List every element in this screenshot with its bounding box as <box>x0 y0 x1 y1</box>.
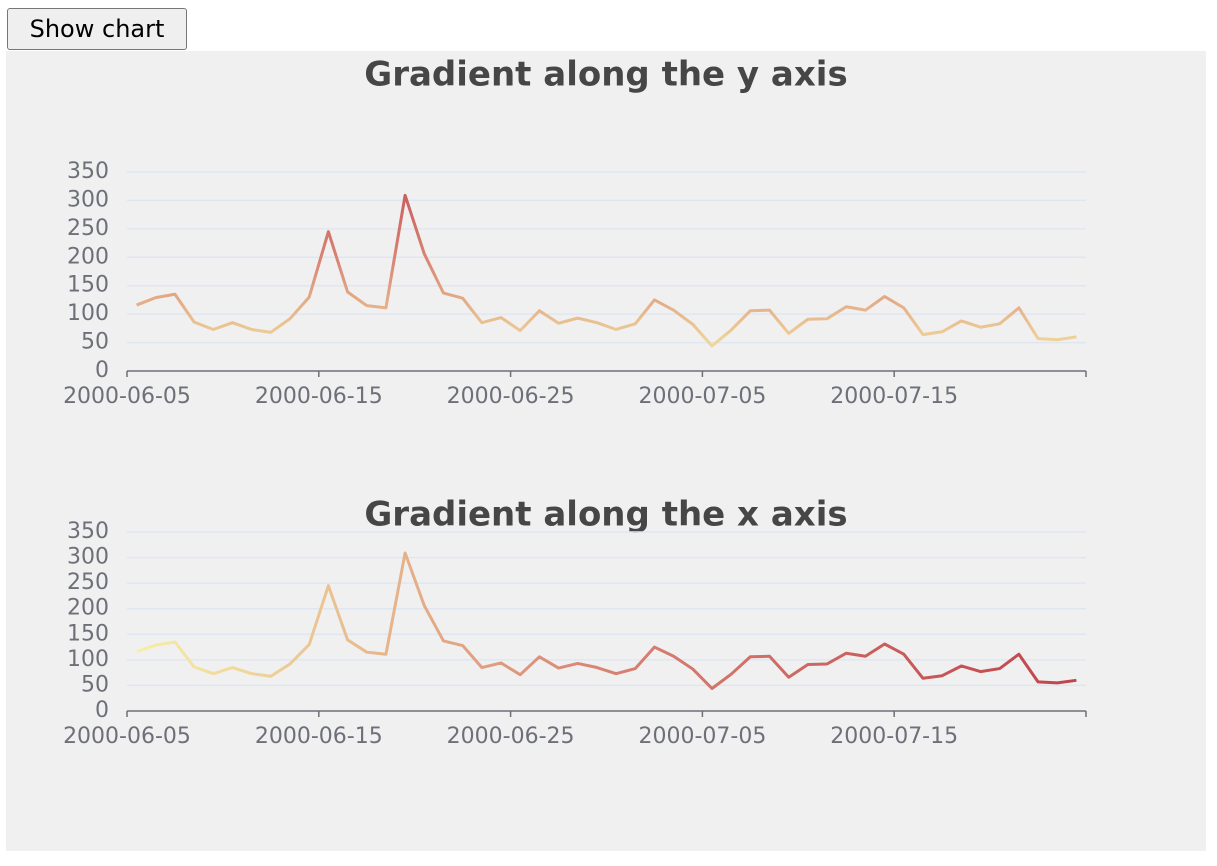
x-tick-label: 2000-06-25 <box>447 724 575 749</box>
y-tick-label: 250 <box>67 570 109 595</box>
data-line <box>136 193 1077 348</box>
chart-title: Gradient along the y axis <box>364 55 847 95</box>
y-tick-label: 50 <box>81 672 109 697</box>
y-tick-label: 350 <box>67 159 109 184</box>
y-tick-label: 150 <box>67 621 109 646</box>
y-tick-label: 0 <box>95 698 109 723</box>
x-tick-label: 2000-06-05 <box>63 384 191 409</box>
y-tick-label: 100 <box>67 647 109 672</box>
y-tick-label: 200 <box>67 244 109 269</box>
chart-title: Gradient along the x axis <box>364 495 847 535</box>
y-tick-label: 0 <box>95 358 109 383</box>
data-line <box>136 551 1077 690</box>
x-tick-label: 2000-06-15 <box>255 384 383 409</box>
y-tick-label: 250 <box>67 216 109 241</box>
chart-panel: Gradient along the y axis 0 50 100 150 200 250… <box>6 51 1206 851</box>
y-tick-label: 100 <box>67 301 109 326</box>
x-tick-label: 2000-07-05 <box>638 384 766 409</box>
x-tick-label: 2000-07-15 <box>830 384 958 409</box>
charts: Gradient along the y axis050100150200250… <box>63 55 1087 749</box>
x-tick-label: 2000-06-05 <box>63 724 191 749</box>
y-tick-label: 300 <box>67 545 109 570</box>
show-chart-button[interactable]: Show chart <box>7 8 187 50</box>
x-tick-label: 2000-07-05 <box>638 724 766 749</box>
y-tick-label: 150 <box>67 273 109 298</box>
x-tick-label: 2000-06-15 <box>255 724 383 749</box>
y-tick-label: 350 <box>67 519 109 544</box>
y-tick-label: 50 <box>81 330 109 355</box>
y-tick-label: 300 <box>67 187 109 212</box>
y-tick-label: 200 <box>67 596 109 621</box>
x-tick-label: 2000-07-15 <box>830 724 958 749</box>
x-tick-label: 2000-06-25 <box>447 384 575 409</box>
